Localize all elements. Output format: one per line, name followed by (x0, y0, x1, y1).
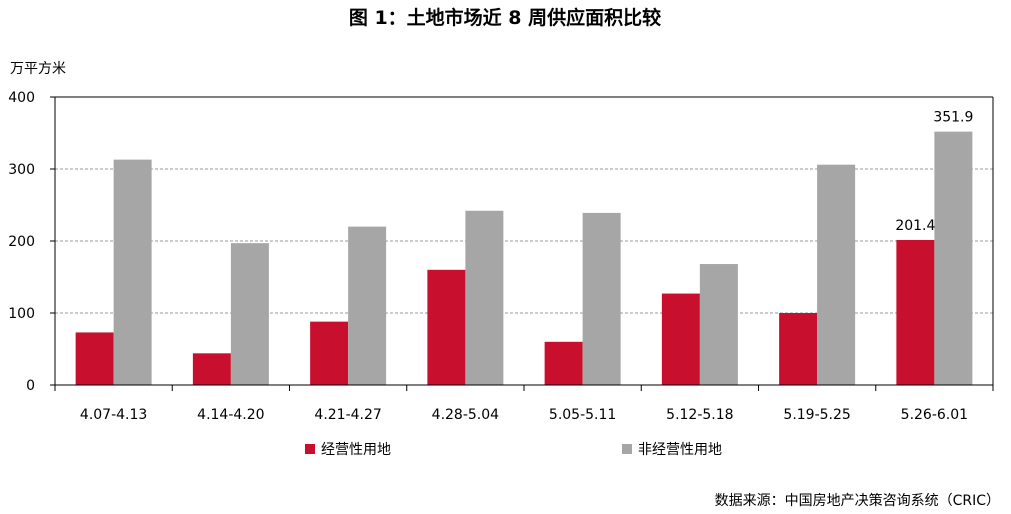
bar-operating-0 (75, 332, 114, 385)
legend-label: 经营性用地 (321, 442, 391, 458)
bar-non-operating-0 (113, 159, 152, 385)
y-tick-label: 400 (8, 90, 35, 106)
axes (54, 96, 994, 391)
y-tick-label: 200 (8, 234, 35, 250)
bar-non-operating-7 (934, 131, 973, 385)
source-note: 数据来源：中国房地产决策咨询系统（CRIC） (715, 492, 1000, 509)
legend-label: 非经营性用地 (638, 442, 722, 458)
bar-operating-6 (779, 313, 818, 385)
bar-non-operating-6 (817, 164, 856, 385)
chart-title: 图 1：土地市场近 8 周供应面积比较 (349, 6, 661, 29)
x-category-label: 4.07-4.13 (80, 407, 147, 423)
x-category-label: 5.19-5.25 (783, 407, 850, 423)
bar-non-operating-3 (465, 210, 504, 385)
y-tick-label: 0 (26, 378, 35, 394)
x-category-label: 4.14-4.20 (197, 407, 264, 423)
x-category-label: 5.05-5.11 (549, 407, 616, 423)
x-category-label: 4.21-4.27 (314, 407, 381, 423)
bar-operating-1 (192, 353, 231, 385)
y-axis-ticks: 0 100 200 300 400 (8, 90, 55, 394)
x-category-label: 5.26-6.01 (901, 407, 968, 423)
bar-non-operating-5 (699, 264, 738, 385)
data-label: 351.9 (933, 110, 973, 126)
y-tick-label: 100 (8, 306, 35, 322)
bar-operating-5 (661, 293, 700, 385)
legend-swatch (305, 444, 315, 454)
bar-operating-7 (896, 239, 935, 385)
y-axis-unit-label: 万平方米 (10, 61, 66, 77)
data-labels: 201.4 351.9 (895, 110, 973, 234)
legend-swatch (622, 444, 632, 454)
bar-operating-4 (544, 341, 583, 385)
bar-operating-3 (427, 269, 466, 385)
data-label: 201.4 (895, 218, 935, 234)
bar-non-operating-1 (230, 243, 269, 385)
bar-operating-2 (310, 321, 349, 385)
bar-non-operating-2 (348, 226, 387, 385)
x-category-label: 5.12-5.18 (666, 407, 733, 423)
bars (75, 131, 973, 385)
x-category-label: 4.28-5.04 (432, 407, 499, 423)
bar-non-operating-4 (582, 212, 621, 385)
x-axis-categories: 4.07-4.13 4.14-4.20 4.21-4.27 4.28-5.04 5.05… (80, 407, 968, 423)
legend: 经营性用地 非经营性用地 (305, 442, 722, 458)
y-tick-label: 300 (8, 162, 35, 178)
